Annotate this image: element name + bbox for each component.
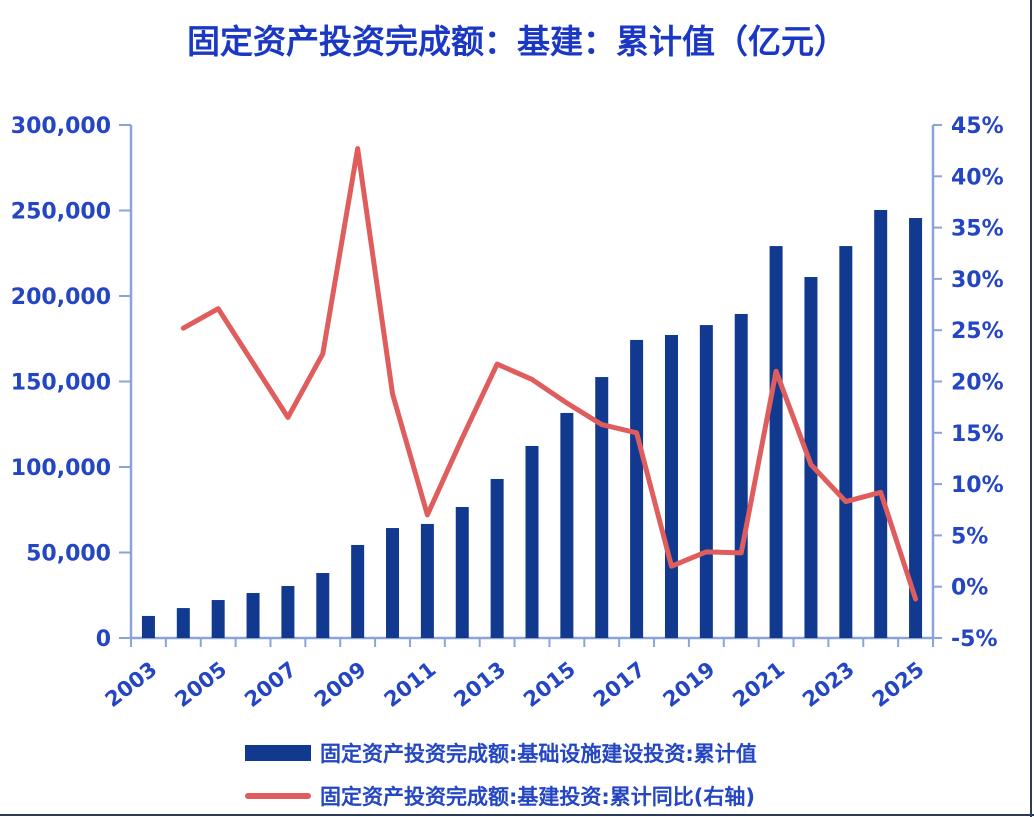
- x-axis-label-2009: 2009: [310, 657, 371, 712]
- left-axis-label-50,000: 50,000: [26, 542, 111, 567]
- right-axis-label-40%: 40%: [951, 165, 1004, 190]
- bar-2023: [839, 246, 853, 638]
- x-axis-label-2019: 2019: [659, 657, 720, 712]
- bar-2005: [211, 600, 225, 638]
- bar-2019: [699, 325, 713, 638]
- line-series-swatch-icon: [245, 793, 311, 799]
- page-border-right: [1030, 0, 1032, 817]
- bar-2017: [630, 339, 644, 638]
- bar-2025: [909, 218, 923, 639]
- bar-2020: [734, 313, 748, 638]
- x-axis-label-2013: 2013: [449, 657, 510, 712]
- bar-2007: [281, 586, 295, 638]
- left-axis-label-150,000: 150,000: [11, 371, 111, 396]
- bar-series-swatch-icon: [245, 745, 311, 761]
- bar-2008: [316, 573, 330, 638]
- bar-2006: [246, 593, 260, 638]
- yoy-line: [180, 146, 919, 602]
- right-axis-label-10%: 10%: [951, 473, 1004, 498]
- bar-2024: [874, 209, 888, 638]
- legend: 固定资产投资完成额:基础设施建设投资:累计值 固定资产投资完成额:基建投资:累计…: [245, 738, 757, 811]
- left-axis-label-300,000: 300,000: [11, 114, 111, 139]
- right-axis-label-0%: 0%: [951, 576, 988, 601]
- x-axis-label-2025: 2025: [868, 657, 929, 712]
- bar-2009: [351, 544, 365, 638]
- bar-2015: [560, 412, 574, 638]
- right-axis-label-30%: 30%: [951, 268, 1004, 293]
- x-axis-label-2015: 2015: [519, 657, 580, 712]
- right-axis-label-15%: 15%: [951, 422, 1004, 447]
- x-axis-label-2005: 2005: [170, 657, 231, 712]
- line-series-label: 固定资产投资完成额:基建投资:累计同比(右轴): [320, 785, 755, 809]
- right-axis-label-20%: 20%: [951, 371, 1004, 396]
- bar-2012: [455, 507, 469, 638]
- bar-2011: [420, 523, 434, 638]
- x-axis-label-2011: 2011: [380, 657, 441, 712]
- x-axis-label-2021: 2021: [728, 657, 789, 712]
- page-border-bottom: [0, 814, 1034, 816]
- x-axis-label-2017: 2017: [589, 657, 650, 712]
- left-axis-label-250,000: 250,000: [11, 200, 111, 225]
- x-axis-label-2003: 2003: [101, 657, 162, 712]
- legend-item-line-series: 固定资产投资完成额:基建投资:累计同比(右轴): [245, 781, 755, 811]
- left-axis-label-100,000: 100,000: [11, 456, 111, 481]
- right-axis-label-5%: 5%: [951, 524, 988, 549]
- bar-2004: [176, 608, 190, 638]
- bar-series-label: 固定资产投资完成额:基础设施建设投资:累计值: [320, 742, 757, 766]
- bar-2013: [490, 478, 504, 638]
- bar-2014: [525, 445, 539, 638]
- x-axis-label-2023: 2023: [798, 657, 859, 712]
- bar-2003: [141, 615, 155, 638]
- x-axis-label-2007: 2007: [240, 657, 301, 712]
- right-axis-label-45%: 45%: [951, 114, 1004, 139]
- legend-item-bar-series: 固定资产投资完成额:基础设施建设投资:累计值: [245, 738, 757, 768]
- chart-title: 固定资产投资完成额：基建：累计值（亿元）: [187, 22, 847, 61]
- bar-2021: [769, 246, 783, 638]
- left-axis-label-200,000: 200,000: [11, 285, 111, 310]
- bar-2018: [664, 334, 678, 638]
- bar-2016: [595, 377, 609, 638]
- left-axis-label-0: 0: [96, 627, 111, 652]
- right-axis-label-35%: 35%: [951, 217, 1004, 242]
- right-axis-label-25%: 25%: [951, 319, 1004, 344]
- right-axis-label--5%: -5%: [951, 627, 997, 652]
- bar-2010: [386, 528, 400, 638]
